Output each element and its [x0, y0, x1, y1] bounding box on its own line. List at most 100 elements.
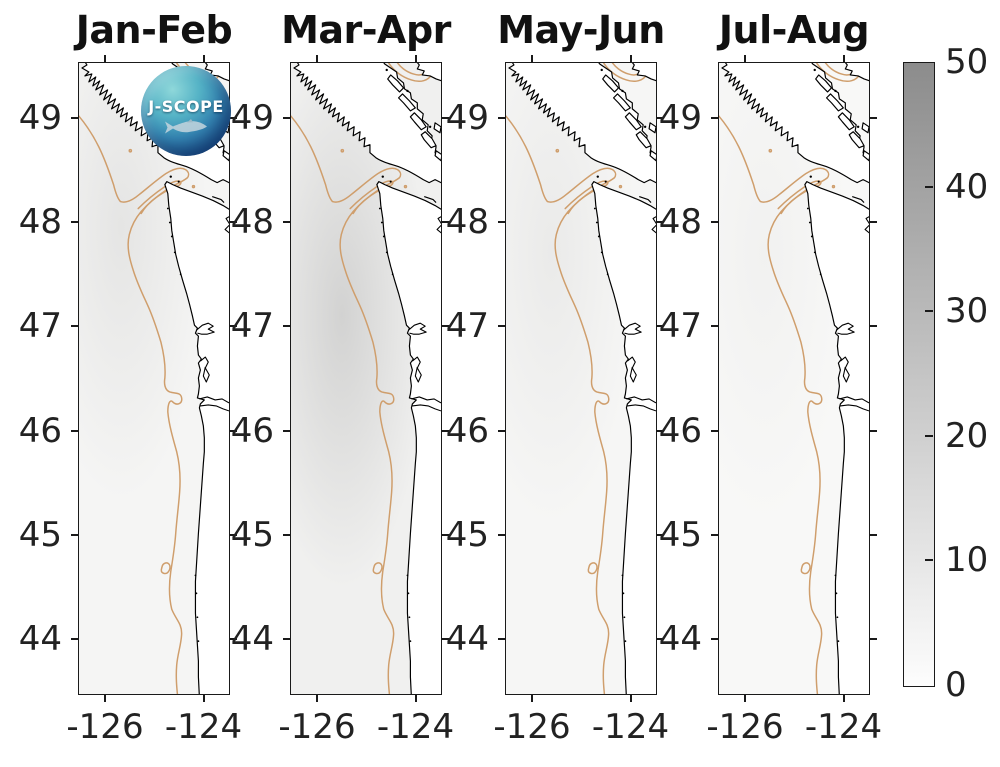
- lat-tick-label: 46: [445, 411, 489, 451]
- lat-tick-label: 47: [445, 306, 489, 346]
- axis-tick-right: [657, 430, 664, 432]
- colorbar-tick: [925, 310, 933, 313]
- panel-title-may-jun: May-Jun: [497, 8, 665, 52]
- axis-tick-right: [870, 534, 877, 536]
- axis-tick-right: [870, 117, 877, 119]
- map-panel-may-jun: [505, 62, 657, 695]
- colorbar-tick-label: 0: [945, 665, 967, 705]
- axis-tick-left: [283, 638, 290, 640]
- lat-tick-label: 48: [658, 202, 702, 242]
- axis-tick-left: [283, 534, 290, 536]
- lon-tick-label: -126: [706, 707, 784, 747]
- axis-tick-bottom: [202, 695, 205, 702]
- axis-tick-left: [711, 430, 718, 432]
- lat-tick-label: 45: [658, 515, 702, 555]
- axis-tick-left: [71, 534, 78, 536]
- colorbar-tick-label: 20: [945, 415, 989, 456]
- axis-tick-left: [71, 221, 78, 223]
- lat-tick-label: 45: [18, 515, 62, 555]
- axis-tick-bottom: [104, 695, 106, 702]
- axis-tick-left: [498, 638, 505, 640]
- lat-tick-label: 46: [230, 411, 274, 451]
- coastal-map: [506, 63, 656, 694]
- lat-tick-label: 46: [18, 411, 62, 451]
- colorbar-tick-label: 30: [945, 291, 989, 332]
- axis-tick-right: [657, 534, 664, 536]
- colorbar-tick: [925, 434, 933, 437]
- lat-tick-label: 47: [658, 306, 702, 346]
- coastal-map: [79, 63, 229, 694]
- lon-tick-label: -124: [376, 707, 455, 747]
- coastal-map: [719, 63, 869, 694]
- axis-tick-top: [531, 55, 533, 62]
- axis-tick-left: [283, 117, 290, 119]
- panel-title-jan-feb: Jan-Feb: [75, 8, 233, 52]
- panel-title-jul-aug: Jul-Aug: [718, 8, 870, 52]
- axis-tick-left: [283, 325, 290, 327]
- lat-tick-label: 44: [658, 619, 702, 659]
- lon-tick-label: -126: [278, 707, 356, 747]
- axis-tick-right: [442, 430, 449, 432]
- axis-tick-right: [870, 430, 877, 432]
- coastal-map: [291, 63, 441, 694]
- lon-tick-label: -124: [804, 707, 883, 747]
- colorbar-tick: [925, 185, 933, 188]
- lat-tick-label: 44: [230, 619, 274, 659]
- axis-tick-left: [498, 117, 505, 119]
- lat-tick-label: 47: [230, 306, 274, 346]
- axis-tick-right: [230, 325, 237, 327]
- lon-tick-label: -124: [591, 707, 670, 747]
- lon-tick-label: -126: [493, 707, 571, 747]
- lat-tick-label: 49: [658, 98, 702, 138]
- axis-tick-right: [657, 638, 664, 640]
- axis-tick-right: [442, 534, 449, 536]
- axis-tick-top: [744, 55, 746, 62]
- lat-tick-label: 48: [445, 202, 489, 242]
- axis-tick-top: [202, 55, 205, 62]
- axis-tick-left: [711, 221, 718, 223]
- axis-tick-right: [230, 430, 237, 432]
- lat-tick-label: 47: [18, 306, 62, 346]
- axis-tick-right: [657, 221, 664, 223]
- map-panel-jan-feb: [78, 62, 230, 695]
- jscope-logo-text: J-SCOPE: [148, 96, 224, 116]
- colorbar-tick: [925, 559, 933, 562]
- axis-tick-left: [71, 430, 78, 432]
- axis-tick-left: [711, 325, 718, 327]
- lat-tick-label: 44: [18, 619, 62, 659]
- map-panel-mar-apr: [290, 62, 442, 695]
- lat-tick-label: 44: [445, 619, 489, 659]
- axis-tick-bottom: [414, 695, 417, 702]
- axis-tick-right: [442, 117, 449, 119]
- lat-tick-label: 48: [18, 202, 62, 242]
- axis-tick-bottom: [316, 695, 318, 702]
- map-panel-jul-aug: [718, 62, 870, 695]
- axis-tick-left: [711, 534, 718, 536]
- axis-tick-bottom: [744, 695, 746, 702]
- axis-tick-right: [870, 638, 877, 640]
- axis-tick-right: [230, 117, 237, 119]
- axis-tick-left: [711, 638, 718, 640]
- axis-tick-top: [316, 55, 318, 62]
- axis-tick-top: [629, 55, 632, 62]
- colorbar-tick-label: 40: [945, 166, 989, 207]
- fish-icon: [165, 118, 207, 133]
- axis-tick-right: [442, 638, 449, 640]
- axis-tick-left: [71, 638, 78, 640]
- lat-tick-label: 45: [230, 515, 274, 555]
- lat-tick-label: 49: [230, 98, 274, 138]
- colorbar-tick-label: 10: [945, 540, 989, 581]
- axis-tick-right: [442, 221, 449, 223]
- axis-tick-right: [230, 534, 237, 536]
- axis-tick-top: [104, 55, 106, 62]
- lat-tick-label: 46: [658, 411, 702, 451]
- colorbar-tick-label: 50: [945, 42, 989, 82]
- axis-tick-right: [657, 117, 664, 119]
- axis-tick-right: [442, 325, 449, 327]
- axis-tick-left: [283, 430, 290, 432]
- colorbar: [903, 62, 935, 687]
- axis-tick-bottom: [629, 695, 632, 702]
- lat-tick-label: 45: [445, 515, 489, 555]
- axis-tick-left: [71, 325, 78, 327]
